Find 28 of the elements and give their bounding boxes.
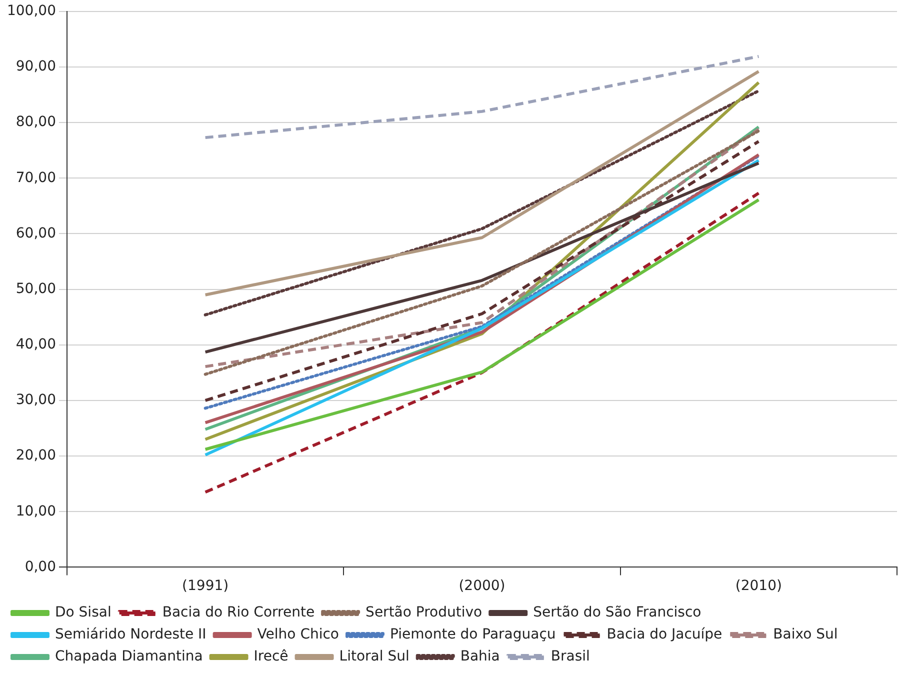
legend-label: Do Sisal	[55, 604, 112, 621]
y-tick-label: 60,00	[16, 225, 56, 242]
y-tick-label: 0,00	[24, 558, 56, 575]
legend-label: Semiárido Nordeste II	[55, 626, 206, 643]
y-tick-label: 20,00	[16, 448, 56, 464]
legend-label: Brasil	[550, 648, 590, 665]
y-tick-label: 50,00	[16, 280, 56, 297]
y-tick-label: 10,00	[16, 503, 56, 520]
legend-label: Velho Chico	[257, 626, 339, 643]
legend-label: Chapada Diamantina	[55, 648, 203, 665]
y-tick-label: 40,00	[16, 336, 56, 353]
y-tick-label: 90,00	[16, 58, 56, 75]
legend-label: Piemonte do Paraguaçu	[390, 626, 556, 643]
legend-label: Bahia	[460, 648, 500, 665]
x-tick-label: (1991)	[182, 578, 229, 594]
y-tick-label: 70,00	[16, 170, 56, 186]
legend-label: Sertão do São Francisco	[533, 604, 702, 621]
legend-label: Litoral Sul	[339, 648, 410, 665]
x-tick-label: (2000)	[458, 578, 506, 594]
legend-label: Irecê	[254, 648, 288, 665]
y-tick-label: 30,00	[16, 392, 56, 408]
y-tick-label: 80,00	[16, 114, 56, 130]
legend-label: Baixo Sul	[773, 626, 838, 643]
legend-label: Bacia do Rio Corrente	[162, 604, 315, 621]
legend-label: Bacia do Jacuípe	[606, 626, 722, 643]
x-tick-label: (2010)	[735, 578, 782, 594]
legend-label: Sertão Produtivo	[366, 604, 482, 621]
y-tick-label: 100,00	[6, 3, 56, 20]
